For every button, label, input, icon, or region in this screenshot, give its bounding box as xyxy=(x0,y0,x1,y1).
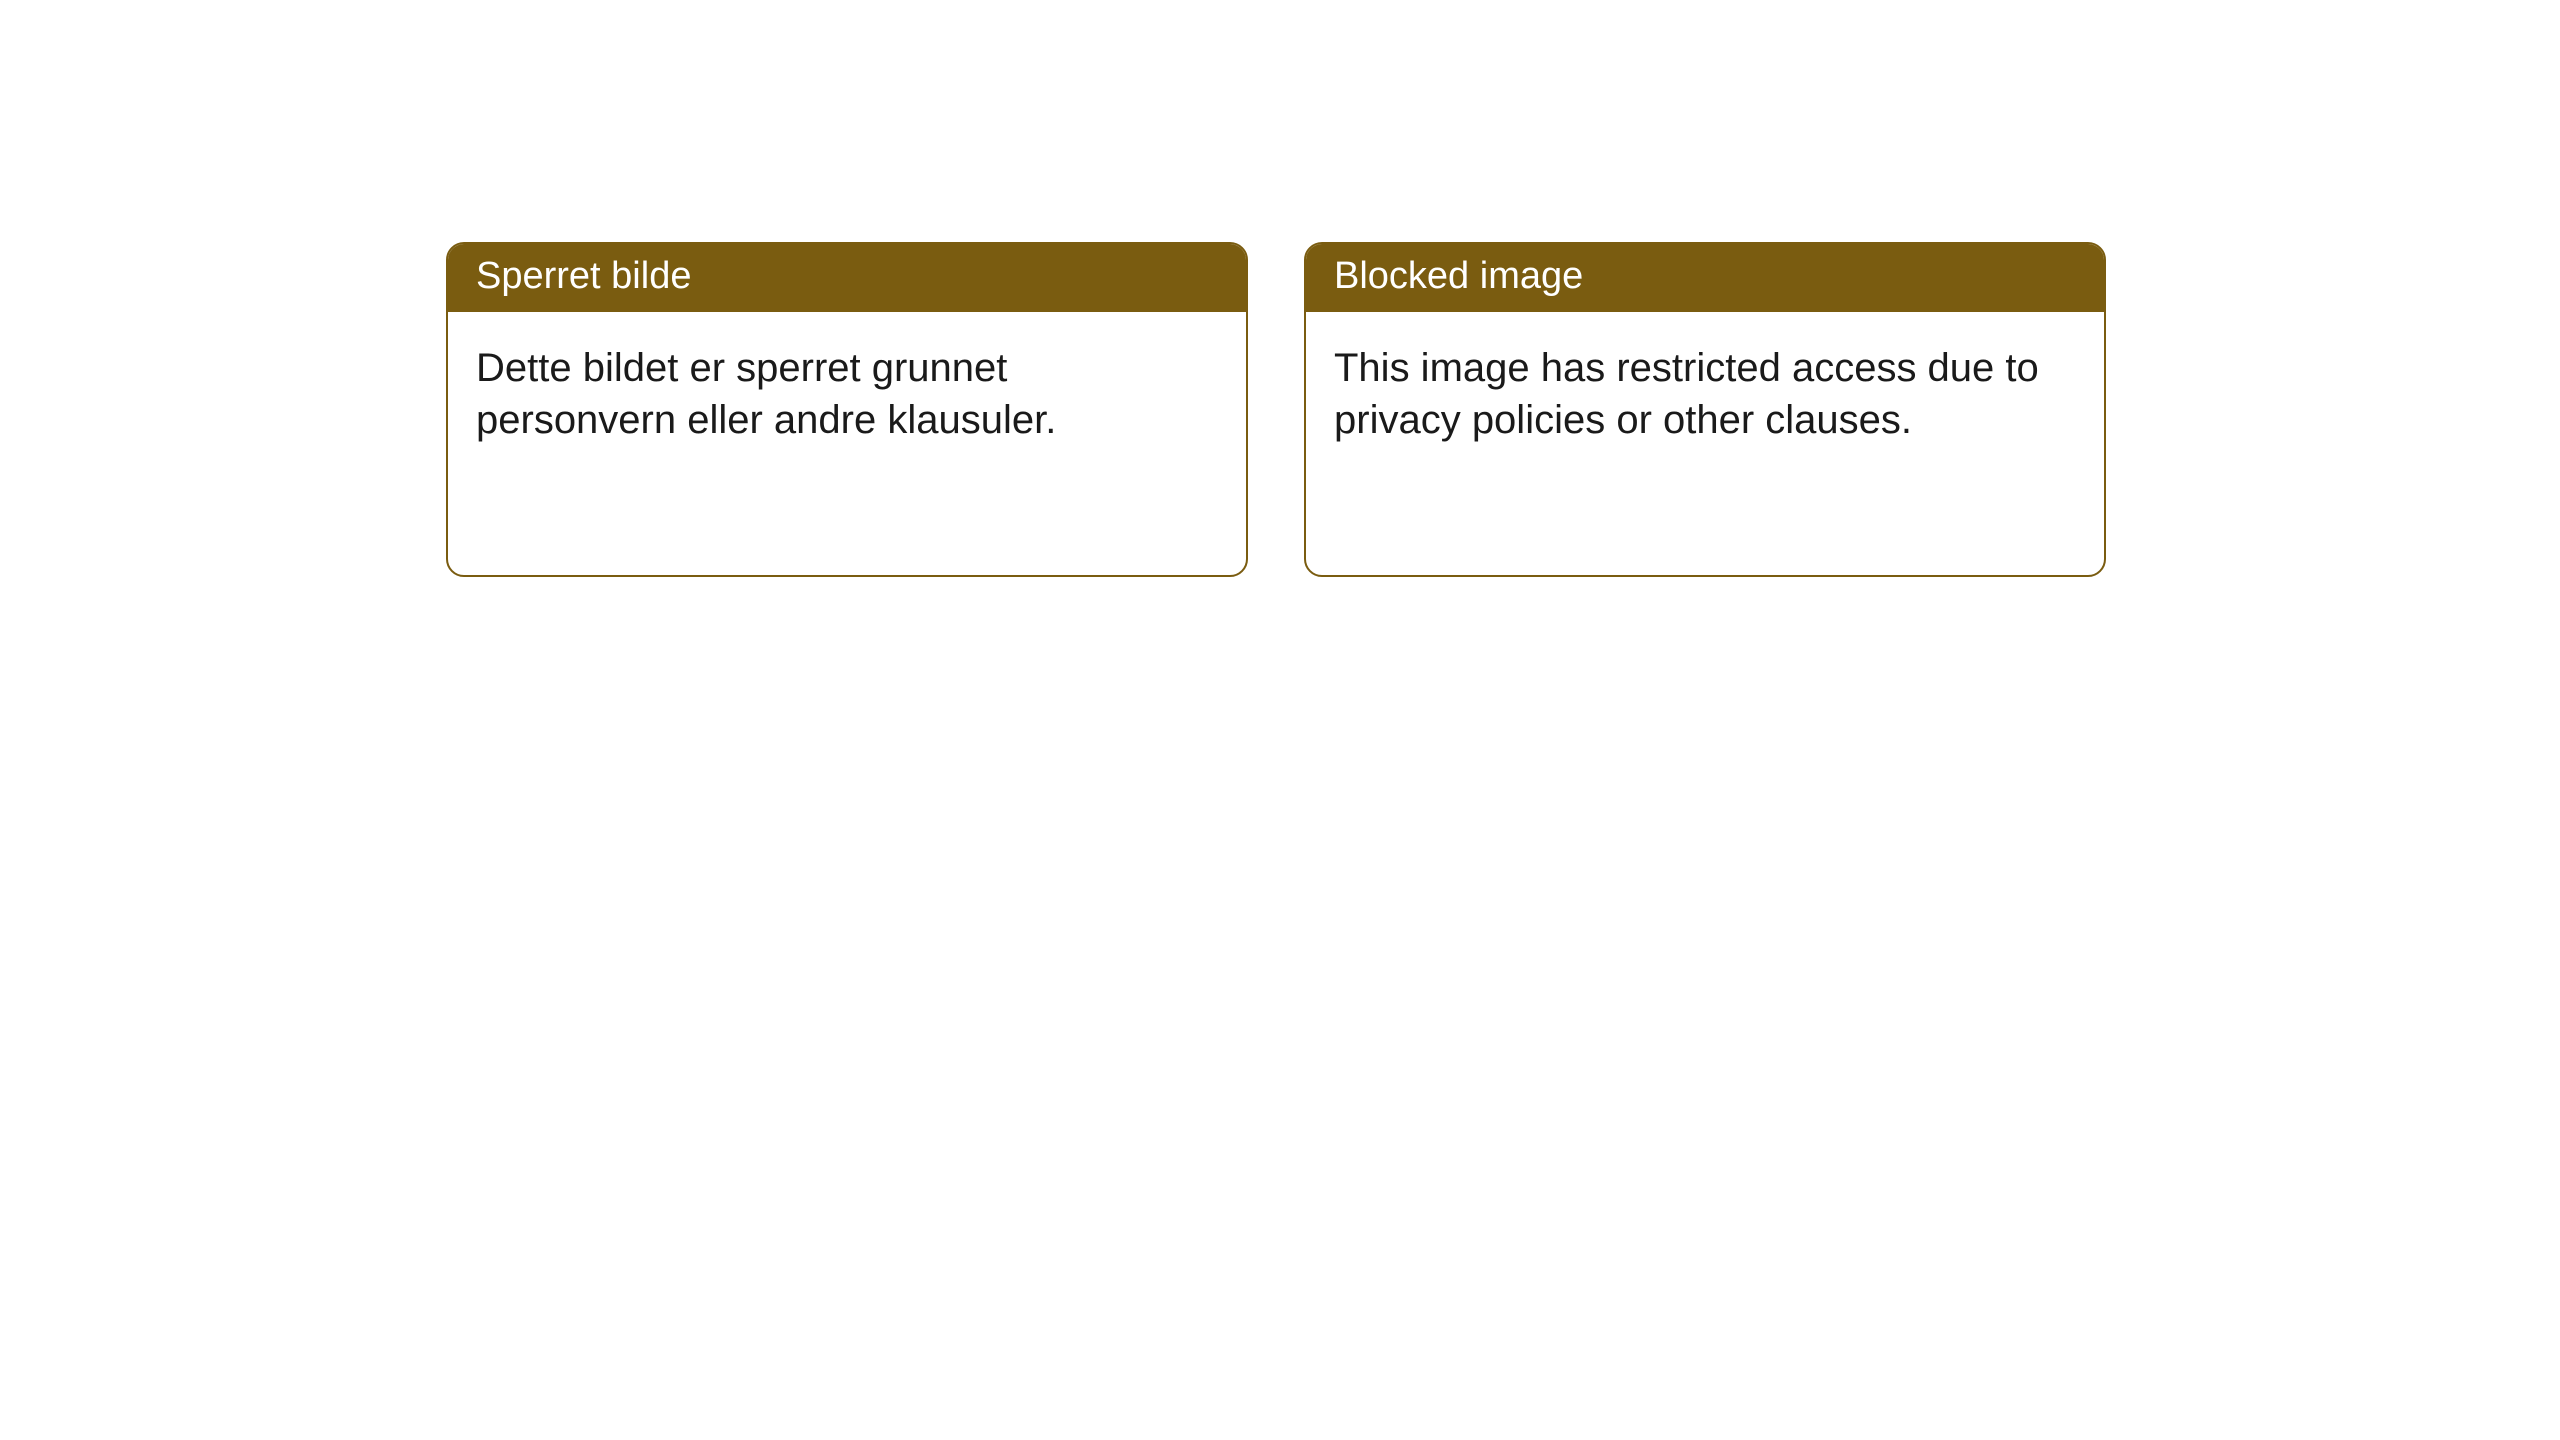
notice-card-header: Sperret bilde xyxy=(448,244,1246,312)
notice-cards-container: Sperret bilde Dette bildet er sperret gr… xyxy=(0,0,2560,577)
notice-card-english: Blocked image This image has restricted … xyxy=(1304,242,2106,577)
notice-card-header: Blocked image xyxy=(1306,244,2104,312)
notice-card-body: This image has restricted access due to … xyxy=(1306,312,2104,476)
notice-card-body: Dette bildet er sperret grunnet personve… xyxy=(448,312,1246,476)
notice-card-norwegian: Sperret bilde Dette bildet er sperret gr… xyxy=(446,242,1248,577)
